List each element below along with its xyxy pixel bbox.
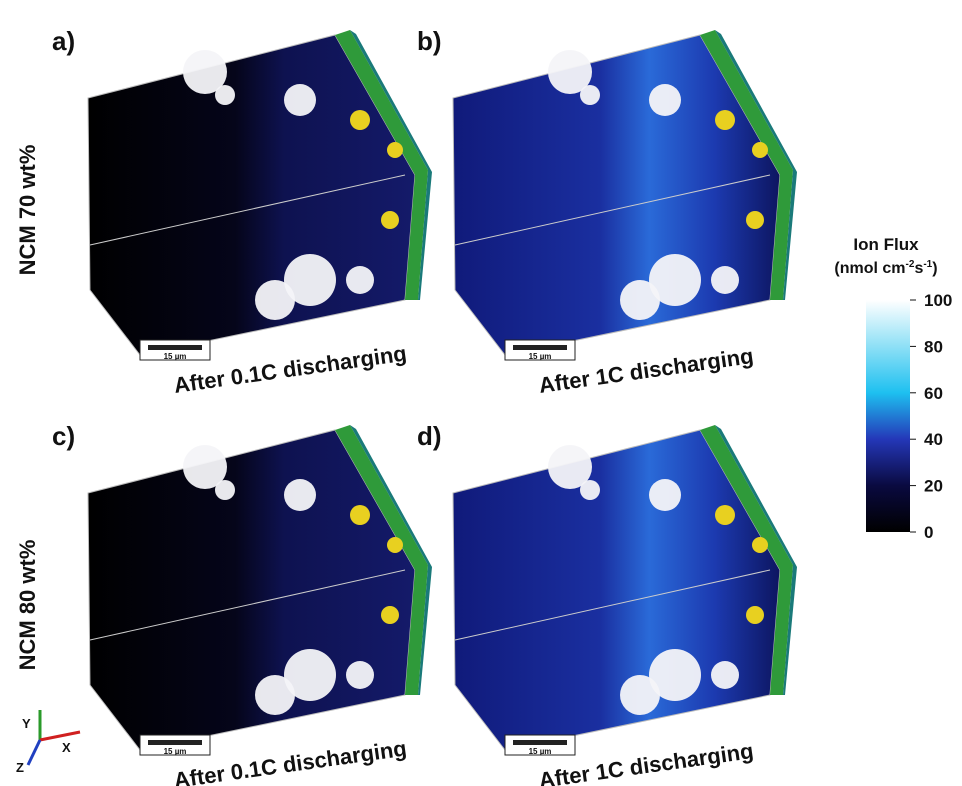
particle (711, 661, 739, 689)
binder (381, 606, 399, 624)
panel-label: b) (417, 26, 442, 56)
particle (580, 480, 600, 500)
scale-bar (148, 345, 202, 350)
scale-bar-label: 15 µm (164, 747, 187, 756)
binder (350, 110, 370, 130)
particle (620, 675, 660, 715)
binder (387, 537, 403, 553)
panel: 15 µma)After 0.1C discharging (52, 26, 432, 398)
particle (255, 675, 295, 715)
scale-bar-label: 15 µm (164, 352, 187, 361)
particle (284, 479, 316, 511)
panel: 15 µmc)After 0.1C discharging (52, 421, 432, 786)
scale-bar (148, 740, 202, 745)
scale-bar (513, 740, 567, 745)
binder (752, 537, 768, 553)
panel-label: a) (52, 26, 75, 56)
panel: 15 µmb)After 1C discharging (417, 26, 797, 398)
scale-bar-label: 15 µm (529, 352, 552, 361)
particle (346, 266, 374, 294)
particle (255, 280, 295, 320)
colorbar-tick-label: 80 (924, 337, 943, 356)
colorbar-tick-label: 20 (924, 477, 943, 496)
panel-label: d) (417, 421, 442, 451)
scale-bar-label: 15 µm (529, 747, 552, 756)
panel: 15 µmd)After 1C discharging (417, 421, 797, 786)
binder (746, 606, 764, 624)
binder (381, 211, 399, 229)
binder (752, 142, 768, 158)
row-label: NCM 80 wt% (15, 540, 40, 671)
row-label: NCM 70 wt% (15, 145, 40, 276)
colorbar-unit: (nmol cm-2s-1) (834, 259, 937, 277)
colorbar (866, 300, 910, 532)
binder (350, 505, 370, 525)
binder (387, 142, 403, 158)
panel-label: c) (52, 421, 75, 451)
colorbar-tick-label: 60 (924, 384, 943, 403)
particle (215, 480, 235, 500)
figure: 15 µma)After 0.1C discharging15 µmb)Afte… (0, 0, 962, 786)
binder (715, 505, 735, 525)
colorbar-tick-label: 100 (924, 291, 952, 310)
particle (284, 84, 316, 116)
binder (715, 110, 735, 130)
particle (620, 280, 660, 320)
axis-icon: Y X Z (16, 710, 80, 775)
particle (649, 84, 681, 116)
colorbar-tick-label: 40 (924, 430, 943, 449)
axis-letter: Z (16, 760, 24, 775)
axis-letter: Y (22, 716, 31, 731)
particle (346, 661, 374, 689)
axis-letter: X (62, 740, 71, 755)
particle (580, 85, 600, 105)
particle (649, 479, 681, 511)
colorbar-title: Ion Flux (853, 235, 919, 254)
particle (711, 266, 739, 294)
colorbar-tick-label: 0 (924, 523, 933, 542)
particle (215, 85, 235, 105)
binder (746, 211, 764, 229)
scale-bar (513, 345, 567, 350)
